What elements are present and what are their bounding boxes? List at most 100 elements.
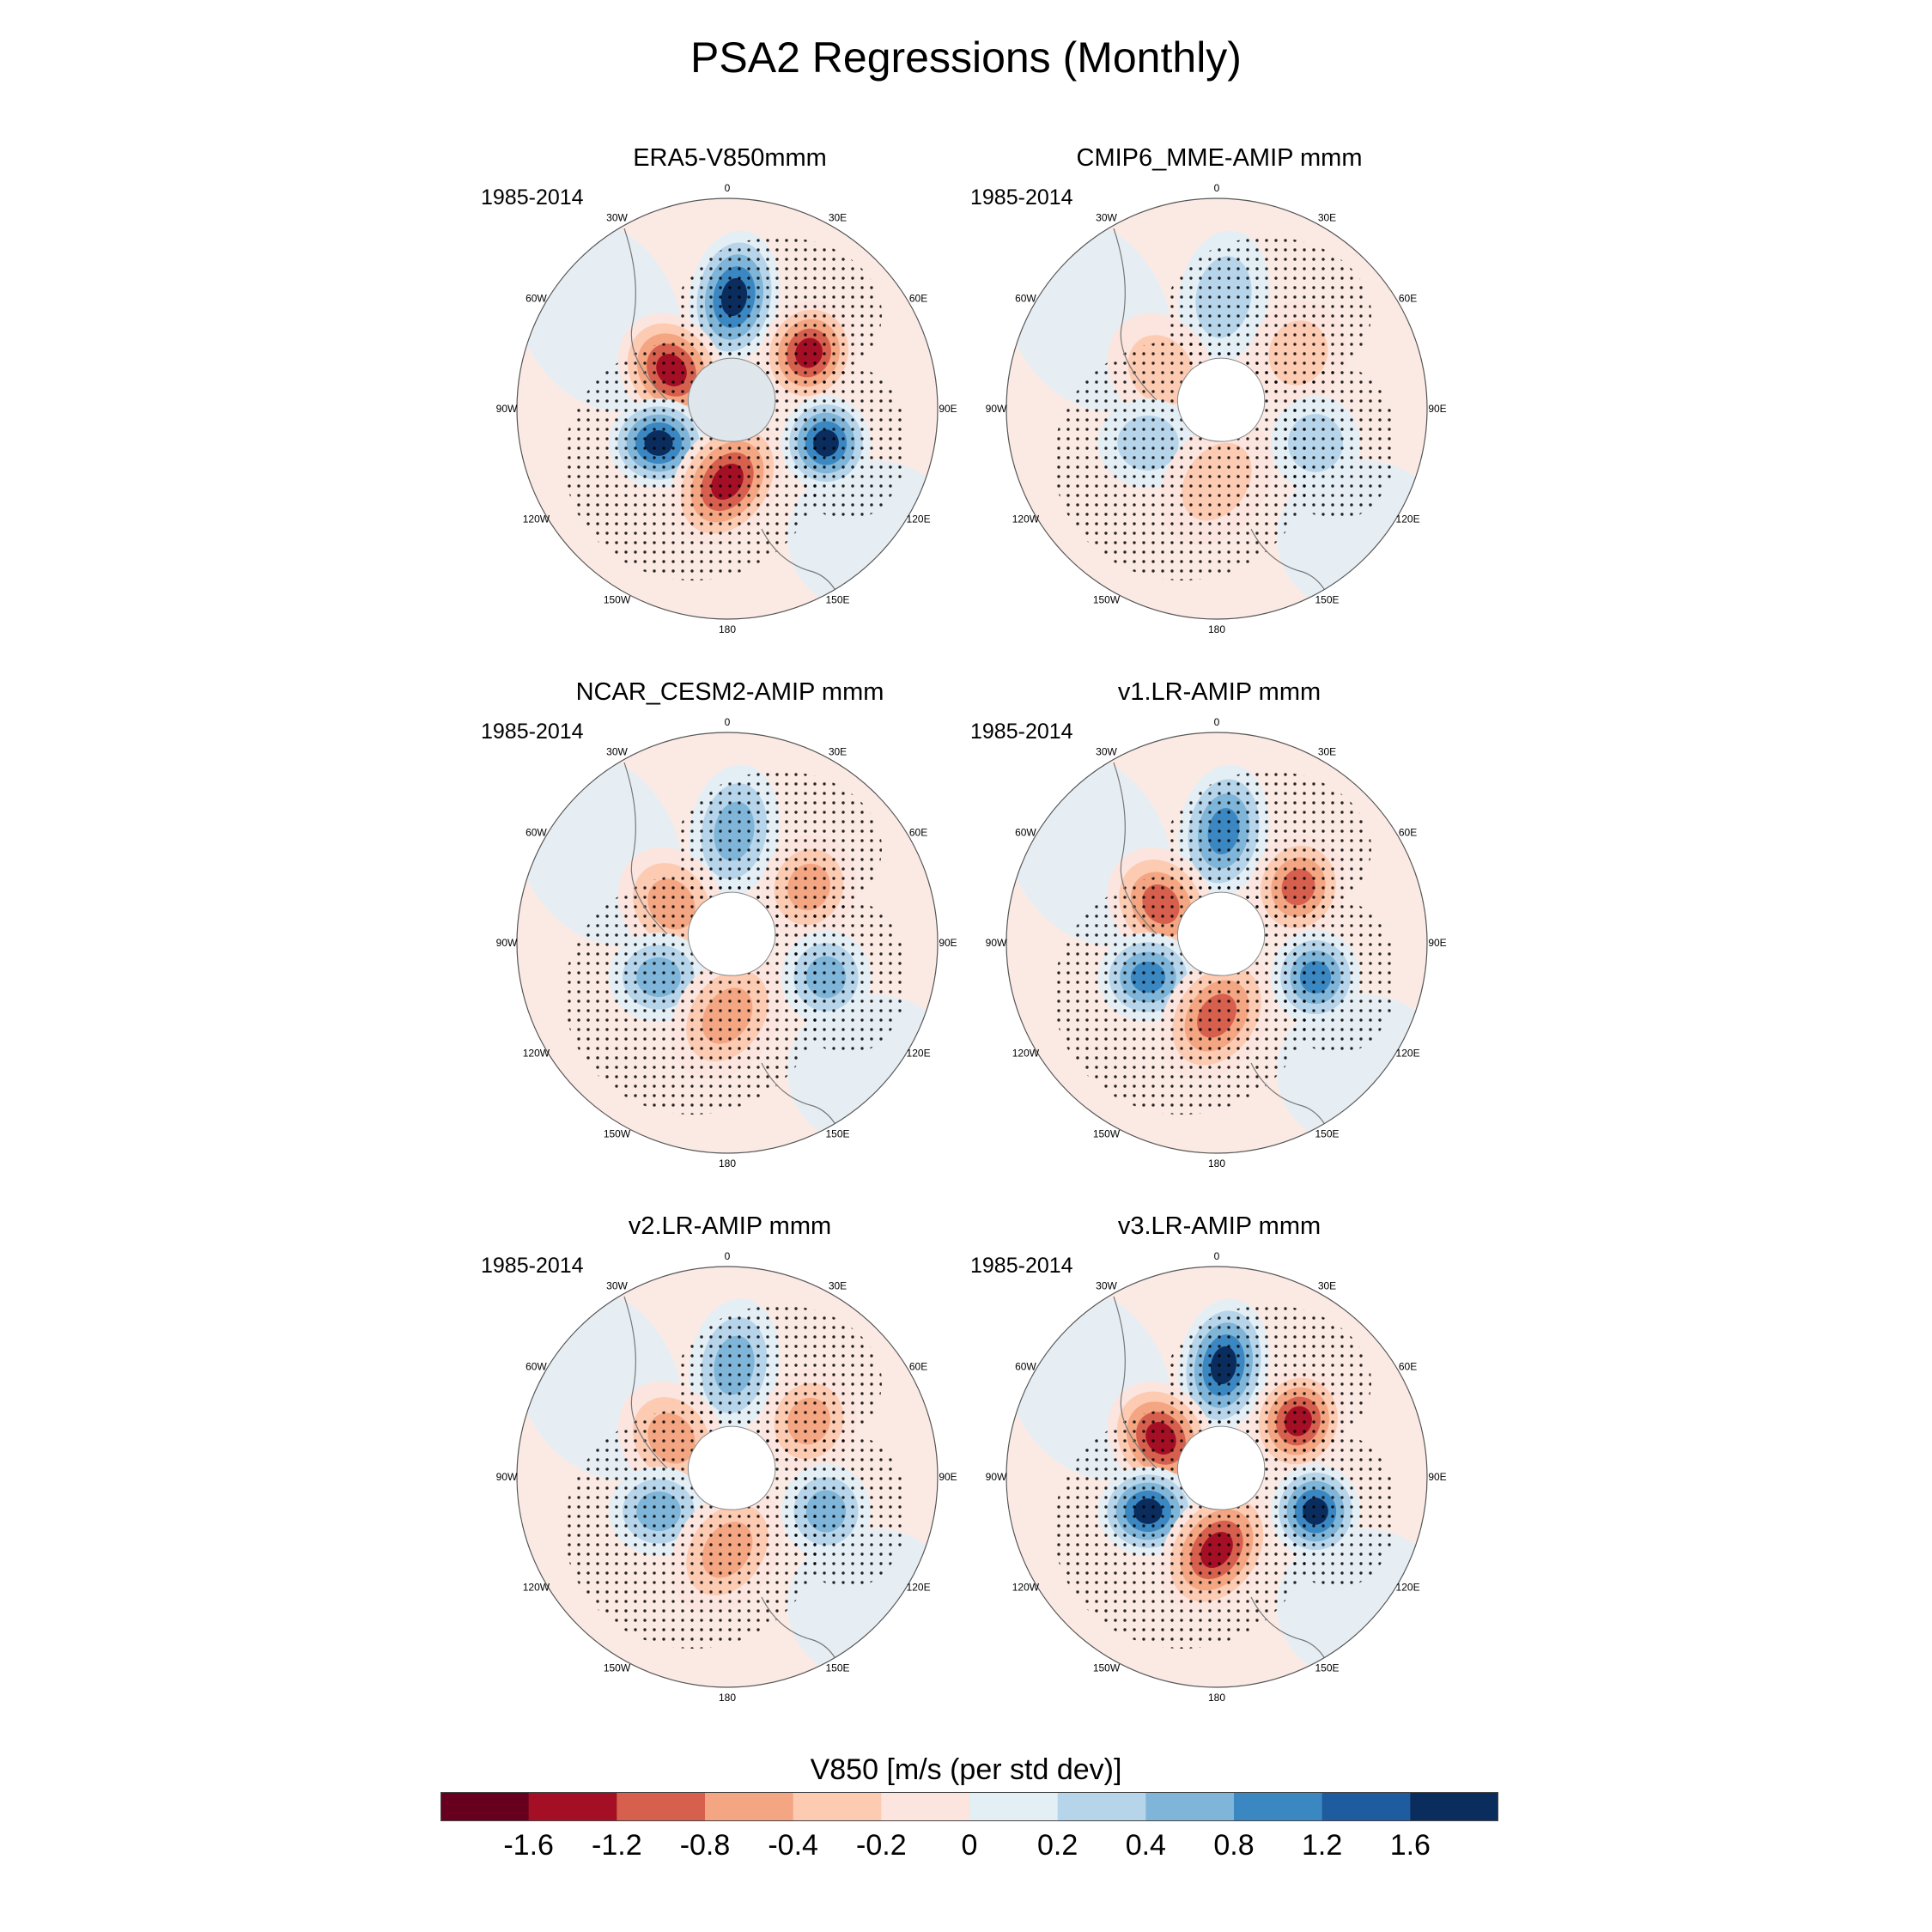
longitude-label: 90W — [496, 403, 518, 415]
longitude-label: 30W — [1096, 211, 1117, 223]
colorbar-tick-label: -0.2 — [856, 1829, 907, 1862]
longitude-label: 30W — [606, 745, 628, 757]
colorbar-tick-label: 0 — [961, 1829, 978, 1862]
panel-title: v2.LR-AMIP mmm — [628, 1212, 832, 1240]
colorbar-tick-label: -1.6 — [503, 1829, 554, 1862]
longitude-label: 30E — [1318, 745, 1336, 757]
panel-period: 1985-2014 — [970, 185, 1073, 210]
significance-stipple — [1277, 1434, 1397, 1589]
colorbar-swatch — [440, 1792, 530, 1821]
longitude-label: 30W — [1096, 1279, 1117, 1291]
longitude-label: 30E — [829, 1279, 847, 1291]
significance-stipple — [787, 366, 908, 520]
coastline — [1113, 228, 1157, 401]
map-boundary — [1005, 1266, 1428, 1688]
longitude-label: 150E — [825, 1128, 849, 1140]
longitude-label: 90E — [1428, 937, 1446, 949]
longitude-label: 150E — [1315, 1662, 1339, 1674]
polar-map: 0 30E 60E 90E 120E 150E 180 150W 120W 90W 60W 30W — [496, 1250, 957, 1704]
colorbar-swatch — [1234, 1792, 1323, 1821]
colorbar-swatch — [705, 1792, 794, 1821]
longitude-label: 120E — [907, 513, 931, 526]
colorbar-tick-label: 0.4 — [1125, 1829, 1166, 1862]
longitude-label: 0 — [1214, 1250, 1220, 1262]
colorbar-tick-label: 1.6 — [1389, 1829, 1431, 1862]
map-panel-v3-lr: v3.LR-AMIP mmm 1985-2014 0 30E 60E 90E 120E 1… — [953, 1212, 1485, 1704]
longitude-label: 120W — [523, 1582, 550, 1594]
longitude-label: 30E — [829, 745, 847, 757]
polar-map: 0 30E 60E 90E 120E 150E 180 150W 120W 90W 60W 30W — [496, 716, 957, 1170]
longitude-label: 30E — [1318, 1279, 1336, 1291]
significance-stipple — [676, 237, 882, 392]
map-boundary — [1005, 197, 1428, 620]
panel-title: CMIP6_MME-AMIP mmm — [1076, 144, 1363, 172]
longitude-label: 60W — [526, 293, 547, 305]
longitude-label: 90W — [986, 403, 1007, 415]
longitude-label: 150W — [604, 594, 631, 606]
longitude-label: 0 — [725, 1250, 731, 1262]
significance-stipple — [1165, 1305, 1371, 1460]
longitude-label: 120E — [1396, 1582, 1420, 1594]
longitude-label: 150W — [1093, 594, 1121, 606]
significance-stipple — [676, 1305, 882, 1460]
colorbar-swatch — [793, 1792, 882, 1821]
coastline — [623, 228, 668, 401]
coastline — [623, 1296, 668, 1469]
map-panel-v2-lr: v2.LR-AMIP mmm 1985-2014 0 30E 60E 90E 120E 1… — [464, 1212, 996, 1704]
longitude-label: 90W — [496, 1471, 518, 1483]
longitude-label: 90E — [1428, 1471, 1446, 1483]
longitude-label: 90W — [986, 937, 1007, 949]
longitude-label: 60E — [1399, 1361, 1417, 1373]
panel-title: v3.LR-AMIP mmm — [1117, 1212, 1321, 1240]
colorbar-title: V850 [m/s (per std dev)] — [810, 1753, 1122, 1786]
significance-stipple — [1165, 237, 1371, 392]
longitude-label: 0 — [725, 182, 731, 194]
longitude-label: 120W — [1012, 1048, 1040, 1060]
longitude-label: 150E — [825, 1662, 849, 1674]
longitude-label: 30W — [606, 1279, 628, 1291]
longitude-label: 60E — [909, 1361, 927, 1373]
map-panel-v1-lr: v1.LR-AMIP mmm 1985-2014 0 30E 60E 90E 120E 1… — [953, 678, 1485, 1170]
coastline — [1113, 1296, 1157, 1469]
colorbar-tick-label: -1.2 — [592, 1829, 642, 1862]
antarctica-landmass — [1176, 357, 1266, 442]
longitude-label: 180 — [1208, 1157, 1225, 1170]
longitude-label: 150W — [604, 1128, 631, 1140]
longitude-label: 30W — [606, 211, 628, 223]
longitude-label: 0 — [725, 716, 731, 728]
colorbar-swatch — [969, 1792, 1059, 1821]
coastline — [623, 762, 668, 935]
longitude-label: 60W — [1015, 1361, 1036, 1373]
map-panel-cmip6-mme: CMIP6_MME-AMIP mmm 1985-2014 0 30E 60E 90E 1… — [953, 144, 1485, 635]
longitude-label: 120W — [1012, 513, 1040, 526]
colorbar — [440, 1792, 1498, 1821]
longitude-label: 30E — [1318, 211, 1336, 223]
longitude-label: 90E — [939, 937, 957, 949]
longitude-label: 150W — [1093, 1128, 1121, 1140]
antarctica-landmass — [1176, 891, 1266, 976]
antarctica-landmass — [687, 891, 776, 976]
polar-map: 0 30E 60E 90E 120E 150E 180 150W 120W 90W 60W 30W — [986, 1250, 1447, 1704]
longitude-label: 60E — [1399, 827, 1417, 839]
longitude-label: 150E — [1315, 594, 1339, 606]
longitude-label: 120E — [907, 1048, 931, 1060]
colorbar-tick-label: -0.4 — [768, 1829, 818, 1862]
longitude-label: 60E — [909, 827, 927, 839]
longitude-label: 0 — [1214, 182, 1220, 194]
longitude-label: 180 — [719, 623, 736, 635]
longitude-label: 180 — [1208, 623, 1225, 635]
longitude-label: 60W — [526, 1361, 547, 1373]
panel-title: NCAR_CESM2-AMIP mmm — [575, 678, 884, 706]
panel-period: 1985-2014 — [970, 720, 1073, 744]
longitude-label: 120W — [523, 1048, 550, 1060]
map-boundary — [1005, 732, 1428, 1154]
map-boundary — [516, 197, 939, 620]
colorbar-swatch — [881, 1792, 970, 1821]
panel-period: 1985-2014 — [481, 1254, 584, 1278]
longitude-label: 60W — [526, 827, 547, 839]
map-boundary — [516, 1266, 939, 1688]
colorbar-swatch — [1410, 1792, 1498, 1821]
figure-title: PSA2 Regressions (Monthly) — [690, 33, 1242, 82]
map-boundary — [516, 732, 939, 1154]
longitude-label: 90W — [496, 937, 518, 949]
